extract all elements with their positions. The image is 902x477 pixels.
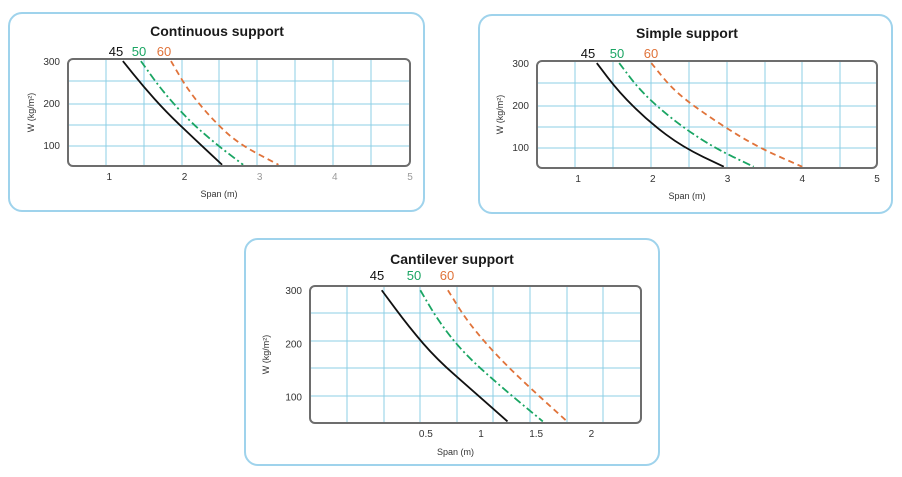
simple-x-tick-label: 2: [650, 174, 656, 185]
cantilever-chart-title: Cantilever support: [390, 251, 514, 267]
simple-chart-title: Simple support: [636, 25, 738, 41]
continuous-x-tick-label: 4: [332, 172, 338, 183]
continuous-legend-60: 60: [157, 44, 171, 59]
cantilever-x-tick-label: 1: [478, 429, 484, 440]
continuous-x-tick-label: 1: [107, 172, 113, 183]
simple-x-axis-label: Span (m): [668, 191, 705, 201]
continuous-x-tick-label: 3: [257, 172, 263, 183]
continuous-support-panel: [8, 12, 425, 212]
continuous-y-tick-label: 300: [43, 57, 60, 68]
cantilever-chart: Cantilever support 45 50 60 0.5 1 1.5 2 100 200 30…: [261, 251, 642, 457]
simple-plot-frame: [536, 60, 878, 169]
cantilever-support-panel: [244, 238, 660, 466]
continuous-series-45-line: [122, 60, 223, 166]
cantilever-legend-45: 45: [370, 268, 384, 283]
continuous-legend-45: 45: [109, 44, 123, 59]
simple-y-tick-label: 200: [512, 101, 529, 112]
simple-y-tick-label: 300: [512, 59, 529, 70]
cantilever-y-axis-label: W (kg/m²): [261, 335, 271, 375]
simple-series-50-line: [618, 62, 755, 168]
cantilever-x-axis-label: Span (m): [437, 447, 474, 457]
simple-series-60-line: [650, 62, 803, 168]
continuous-y-tick-label: 100: [43, 141, 60, 152]
simple-legend-45: 45: [581, 46, 595, 61]
cantilever-series-45-line: [380, 289, 509, 423]
continuous-y-axis-label: W (kg/m²): [26, 93, 36, 133]
simple-y-tick-label: 100: [512, 143, 529, 154]
continuous-chart-title: Continuous support: [150, 23, 284, 39]
continuous-legend-50: 50: [132, 44, 146, 59]
simple-x-tick-label: 4: [799, 174, 805, 185]
simple-series-45-line: [596, 62, 725, 168]
cantilever-legend-50: 50: [407, 268, 421, 283]
continuous-x-axis-label: Span (m): [200, 189, 237, 199]
cantilever-legend-60: 60: [440, 268, 454, 283]
continuous-x-tick-label: 2: [182, 172, 188, 183]
cantilever-plot-frame: [309, 285, 642, 424]
cantilever-x-tick-label: 0.5: [419, 429, 433, 440]
simple-x-tick-label: 3: [725, 174, 731, 185]
simple-y-axis-label: W (kg/m²): [495, 95, 505, 135]
cantilever-series-60-line: [447, 289, 568, 423]
cantilever-y-tick-label: 200: [285, 339, 302, 350]
continuous-series-50-line: [140, 60, 244, 166]
simple-support-panel: [478, 14, 893, 214]
simple-legend-50: 50: [610, 46, 624, 61]
cantilever-x-tick-label: 1.5: [529, 429, 543, 440]
continuous-series-60-line: [170, 60, 279, 166]
cantilever-series-50-line: [419, 289, 544, 423]
continuous-x-tick-label: 5: [407, 172, 413, 183]
simple-x-tick-label: 1: [575, 174, 581, 185]
simple-x-tick-label: 5: [874, 174, 880, 185]
cantilever-y-tick-label: 100: [285, 392, 302, 403]
simple-legend-60: 60: [644, 46, 658, 61]
cantilever-y-tick-label: 300: [285, 286, 302, 297]
cantilever-x-tick-label: 2: [589, 429, 595, 440]
continuous-y-tick-label: 200: [43, 99, 60, 110]
continuous-plot-frame: [67, 58, 411, 167]
